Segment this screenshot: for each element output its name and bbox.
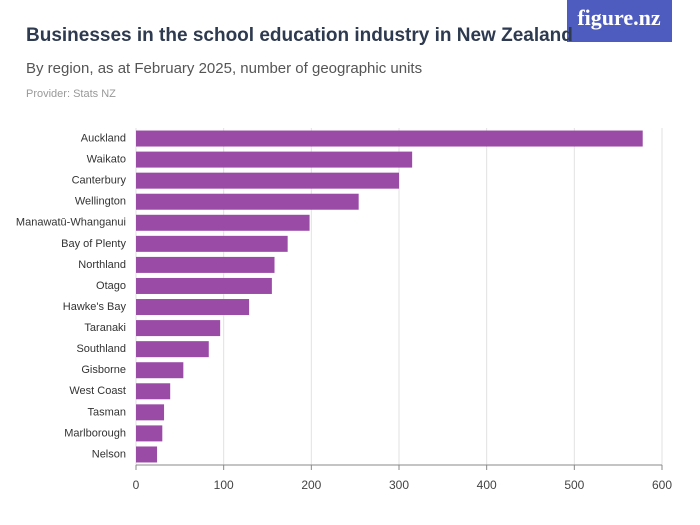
y-tick-label: Canterbury <box>72 175 127 187</box>
bar <box>136 404 165 421</box>
bar <box>136 320 221 337</box>
y-tick-label: Bay of Plenty <box>61 238 126 250</box>
y-tick-label: Northland <box>78 259 126 271</box>
bar <box>136 256 275 273</box>
y-tick-label: Marlborough <box>64 427 126 439</box>
x-tick-label: 400 <box>477 478 497 492</box>
x-tick-label: 100 <box>214 478 234 492</box>
y-tick-label: Otago <box>96 280 126 292</box>
bar <box>136 446 158 463</box>
logo-box <box>567 0 672 42</box>
chart-title: Businesses in the school education indus… <box>26 25 573 46</box>
bar <box>136 235 288 252</box>
x-tick-label: 600 <box>652 478 672 492</box>
y-tick-label: Nelson <box>92 448 126 460</box>
bar <box>136 193 359 210</box>
y-tick-label: West Coast <box>69 385 126 397</box>
y-tick-label: Taranaki <box>84 322 126 334</box>
source: Provider: Stats NZ <box>26 88 116 100</box>
y-tick-label: Tasman <box>87 406 126 418</box>
bar <box>136 130 643 147</box>
bar <box>136 277 272 294</box>
y-tick-label: Waikato <box>87 154 126 166</box>
bar <box>136 151 413 168</box>
bar <box>136 362 184 379</box>
y-tick-label: Hawke's Bay <box>63 301 127 313</box>
bar <box>136 214 310 231</box>
bar <box>136 383 171 400</box>
x-tick-label: 500 <box>564 478 584 492</box>
x-tick-label: 300 <box>389 478 409 492</box>
chart-subtitle: By region, as at February 2025, number o… <box>26 60 422 77</box>
bar <box>136 425 163 442</box>
bar <box>136 299 250 316</box>
logo: figure.nz <box>577 5 661 30</box>
y-tick-label: Manawatū-Whanganui <box>16 217 126 229</box>
bar <box>136 172 399 189</box>
y-tick-label: Gisborne <box>81 364 126 376</box>
x-tick-label: 0 <box>133 478 140 492</box>
y-tick-label: Southland <box>76 343 126 355</box>
x-tick-label: 200 <box>301 478 321 492</box>
bar <box>136 341 209 358</box>
y-tick-label: Wellington <box>75 196 126 208</box>
y-tick-label: Auckland <box>81 132 126 144</box>
